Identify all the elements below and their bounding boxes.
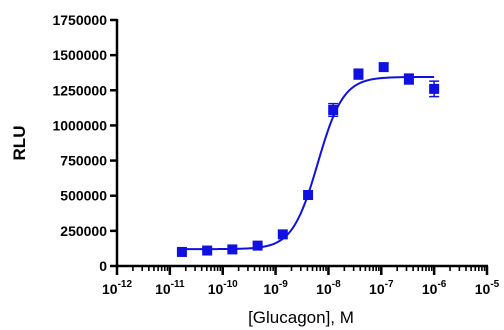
- x-tick-label-exponent: -10: [223, 279, 238, 290]
- y-tick-label: 250000: [60, 223, 107, 239]
- x-tick-label-base: 10: [422, 281, 438, 297]
- fit-curve-layer: [181, 75, 435, 251]
- data-point: [403, 74, 414, 85]
- y-tick-label: 1000000: [52, 117, 107, 133]
- data-points-layer: [176, 62, 440, 257]
- x-tick-label-base: 10: [475, 281, 491, 297]
- x-tick-label-exponent: -6: [437, 279, 446, 290]
- data-point: [429, 83, 440, 94]
- x-tick-label: 10-5: [475, 279, 500, 297]
- x-axis: 10-12 10-11 10-10 10-9 10-8 10-7 10-6 10-5: [102, 264, 500, 297]
- x-tick-label-exponent: -7: [385, 279, 394, 290]
- x-tick-label-exponent: -11: [171, 279, 185, 290]
- x-tick-label: 10-9: [263, 279, 288, 297]
- x-tick-label: 10-10: [208, 279, 238, 297]
- x-tick-label: 10-7: [369, 279, 394, 297]
- x-tick-label-base: 10: [369, 281, 385, 297]
- data-point: [328, 104, 339, 115]
- x-tick-label-base: 10: [263, 281, 279, 297]
- x-tick-label-exponent: -9: [279, 279, 288, 290]
- x-tick-label: 10-12: [102, 279, 132, 297]
- y-tick-label: 1750000: [52, 12, 107, 28]
- x-tick-label-base: 10: [316, 281, 332, 297]
- x-tick-label-base: 10: [102, 281, 118, 297]
- y-tick-label: 750000: [60, 153, 107, 169]
- data-point: [176, 246, 187, 257]
- data-point: [202, 245, 213, 256]
- y-tick-label: 500000: [60, 188, 107, 204]
- y-tick-label: 1500000: [52, 47, 107, 63]
- fit-curve: [181, 75, 435, 251]
- x-tick-label-exponent: -5: [490, 279, 499, 290]
- x-tick-label-base: 10: [155, 281, 171, 297]
- x-tick-label: 10-8: [316, 279, 341, 297]
- x-axis-label: [Glucagon], M: [248, 308, 354, 327]
- y-tick-label: 0: [99, 258, 107, 274]
- x-tick-label: 10-11: [155, 279, 185, 297]
- x-tick-label: 10-6: [422, 279, 447, 297]
- data-point: [378, 62, 389, 73]
- data-point: [303, 190, 314, 201]
- x-tick-label-base: 10: [208, 281, 224, 297]
- data-point: [353, 69, 364, 80]
- data-point: [252, 240, 263, 251]
- data-point: [277, 229, 288, 240]
- y-tick-label: 1250000: [52, 82, 107, 98]
- y-axis: 0 250000 500000 750000 1000000 1250000 1500000…: [52, 12, 119, 274]
- x-tick-label-exponent: -8: [332, 279, 341, 290]
- x-tick-label-exponent: -12: [118, 279, 133, 290]
- y-axis-label: RLU: [10, 126, 29, 161]
- data-point: [227, 244, 238, 255]
